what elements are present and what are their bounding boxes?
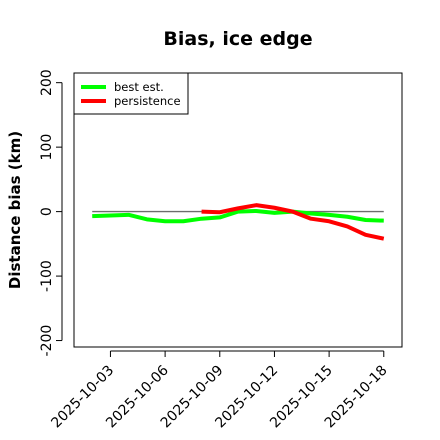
y-tick-label: 100: [39, 134, 55, 161]
y-tick-label: 0: [39, 207, 55, 216]
y-tick-label: -200: [39, 325, 55, 357]
legend-label: best est.: [114, 80, 164, 94]
legend-label: persistence: [114, 94, 181, 108]
legend-box: [73, 72, 189, 115]
y-axis: -200 -100 0 100 200: [39, 69, 63, 357]
y-tick-label: -100: [39, 260, 55, 292]
x-axis: 2025-10-032025-10-062025-10-092025-10-12…: [48, 350, 391, 431]
series-line-best-est: [92, 208, 384, 224]
series-layer: [92, 203, 385, 241]
y-axis-label: Distance bias (km): [6, 131, 24, 289]
chart-title: Bias, ice edge: [163, 28, 312, 50]
plot-frame: [73, 72, 403, 348]
y-tick-label: 200: [39, 69, 55, 96]
legend: best est.persistence: [73, 72, 189, 115]
series-line-persistence: [201, 203, 385, 241]
